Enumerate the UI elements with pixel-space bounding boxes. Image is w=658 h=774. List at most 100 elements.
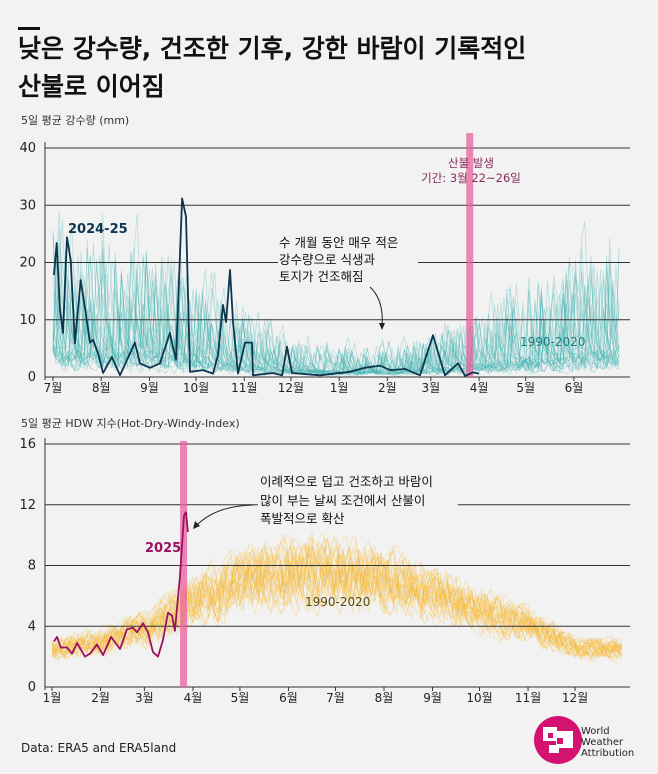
ensemble-1990-2020 bbox=[51, 531, 623, 664]
ensemble-line bbox=[51, 543, 623, 661]
x-tick-label: 3월 bbox=[135, 691, 154, 705]
series-line-2024-25 bbox=[53, 197, 480, 377]
ensemble-line bbox=[52, 255, 620, 376]
x-tick-label: 7월 bbox=[44, 381, 63, 395]
series-label-1990-2020-precip: 1990-2020 bbox=[520, 335, 585, 349]
chart2-ylabel: 5일 평균 HDW 지수(Hot-Dry-Windy-Index) bbox=[21, 416, 240, 430]
x-tick-label: 6월 bbox=[565, 381, 584, 395]
x-tick-label: 1월 bbox=[330, 381, 349, 395]
x-tick-label: 6월 bbox=[279, 691, 298, 705]
ensemble-line bbox=[51, 534, 623, 659]
ensemble-line bbox=[51, 536, 623, 660]
precipitation-chart: 0 10 20 30 40 7월 8월 9월 10월 11월 12월 1월 2월 3월 4월 5월 6월 bbox=[19, 133, 630, 395]
ensemble-line bbox=[51, 540, 623, 661]
ensemble-line bbox=[52, 247, 620, 374]
annotation-arrow-precip bbox=[369, 286, 383, 327]
ensemble-line bbox=[51, 544, 623, 659]
ensemble-line bbox=[51, 545, 623, 659]
annotation-hdw-line-2: 많이 부는 날씨 조건에서 산불이 bbox=[260, 493, 425, 508]
annotation-hdw-line-1: 이례적으로 덥고 건조하고 바람이 bbox=[260, 474, 433, 489]
ensemble-line bbox=[52, 239, 620, 375]
y-tick-label: 8 bbox=[28, 559, 36, 574]
x-tick-label: 10월 bbox=[183, 381, 209, 395]
fire-period-band bbox=[180, 441, 188, 687]
ensemble-line bbox=[51, 545, 623, 659]
ensemble-line bbox=[52, 249, 620, 376]
ensemble-line bbox=[51, 537, 623, 659]
y-tick-label: 16 bbox=[19, 437, 36, 452]
ensemble-line bbox=[51, 544, 623, 662]
ensemble-line bbox=[51, 534, 623, 658]
ensemble-line bbox=[51, 542, 623, 657]
x-tick-label: 11월 bbox=[231, 381, 257, 395]
y-tick-label: 40 bbox=[19, 141, 36, 156]
chart1-ylabel: 5일 평균 강수량 (mm) bbox=[21, 113, 129, 127]
ensemble-line bbox=[52, 269, 620, 376]
wwa-logo: World Weather Attribution bbox=[534, 716, 634, 764]
y-tick-label: 0 bbox=[28, 680, 36, 695]
logo-text-3: Attribution bbox=[581, 748, 634, 759]
x-tick-label: 2월 bbox=[91, 691, 110, 705]
ensemble-line bbox=[52, 250, 620, 376]
ensemble-line bbox=[51, 537, 623, 664]
title-line-1: 낮은 강수량, 건조한 기후, 강한 바람이 기록적인 bbox=[18, 34, 526, 63]
ensemble-line bbox=[52, 267, 620, 377]
hdw-chart: 0 4 8 12 16 1월 2월 3월 4월 5월 6월 7월 8월 9월 10월 11월 12월 bbox=[19, 437, 630, 705]
fire-period-label-2: 기간: 3월 22~26일 bbox=[421, 171, 521, 185]
x-tick-label: 9월 bbox=[423, 691, 442, 705]
annotation-hdw-line-3: 폭발적으로 확산 bbox=[260, 511, 345, 526]
annotation-precip-line-2: 강수량으로 식생과 bbox=[279, 252, 375, 267]
ensemble-line bbox=[52, 268, 620, 376]
ensemble-line bbox=[52, 250, 620, 376]
ensemble-line bbox=[51, 537, 623, 663]
logo-text-1: World bbox=[581, 726, 610, 737]
ensemble-line bbox=[52, 251, 620, 376]
y-tick-label: 30 bbox=[19, 198, 36, 213]
logo-square bbox=[548, 733, 553, 738]
y-tick-label: 0 bbox=[28, 370, 36, 385]
ensemble-line bbox=[52, 259, 620, 376]
ensemble-line bbox=[52, 253, 620, 376]
x-tick-label: 3월 bbox=[422, 381, 441, 395]
x-tick-label: 5월 bbox=[231, 691, 250, 705]
series-label-2025: 2025 bbox=[145, 541, 181, 556]
x-tick-label: 4월 bbox=[470, 381, 489, 395]
fire-period-band bbox=[466, 133, 474, 377]
annotation-precip-line-1: 수 개월 동안 매우 적은 bbox=[279, 235, 398, 250]
ensemble-line bbox=[52, 240, 620, 376]
ensemble-line bbox=[52, 271, 620, 376]
ensemble-line bbox=[52, 214, 620, 376]
series-line-2025 bbox=[53, 511, 189, 658]
ensemble-line bbox=[51, 549, 623, 661]
ensemble-line bbox=[51, 544, 623, 660]
x-tick-label: 10월 bbox=[466, 691, 492, 705]
series-label-2024-25: 2024-25 bbox=[68, 222, 128, 237]
x-tick-label: 1월 bbox=[43, 691, 62, 705]
ensemble-line bbox=[51, 553, 623, 657]
ensemble-line bbox=[51, 541, 623, 662]
series-label-1990-2020-hdw: 1990-2020 bbox=[305, 595, 370, 609]
ensemble-line bbox=[51, 534, 623, 658]
ensemble-line bbox=[51, 537, 623, 660]
ensemble-line bbox=[52, 261, 620, 377]
x-tick-label: 7월 bbox=[326, 691, 345, 705]
annotation-arrow-hdw bbox=[195, 504, 254, 527]
annotation-bg-1 bbox=[278, 232, 418, 294]
x-tick-label: 4월 bbox=[184, 691, 203, 705]
y-tick-label: 4 bbox=[28, 619, 36, 634]
x-tick-label: 9월 bbox=[140, 381, 159, 395]
logo-square bbox=[549, 745, 559, 753]
ensemble-line bbox=[52, 255, 620, 376]
y-tick-label: 12 bbox=[19, 498, 36, 513]
ensemble-line bbox=[52, 243, 620, 376]
ensemble-line bbox=[52, 257, 620, 375]
annotation-bg-2 bbox=[258, 472, 458, 528]
x-tick-label: 8월 bbox=[375, 691, 394, 705]
ensemble-line bbox=[51, 544, 623, 657]
x-tick-label: 8월 bbox=[92, 381, 111, 395]
ensemble-line bbox=[52, 213, 620, 376]
ensemble-line bbox=[51, 544, 623, 657]
logo-square bbox=[557, 738, 563, 744]
data-source: Data: ERA5 and ERA5land bbox=[21, 741, 176, 755]
